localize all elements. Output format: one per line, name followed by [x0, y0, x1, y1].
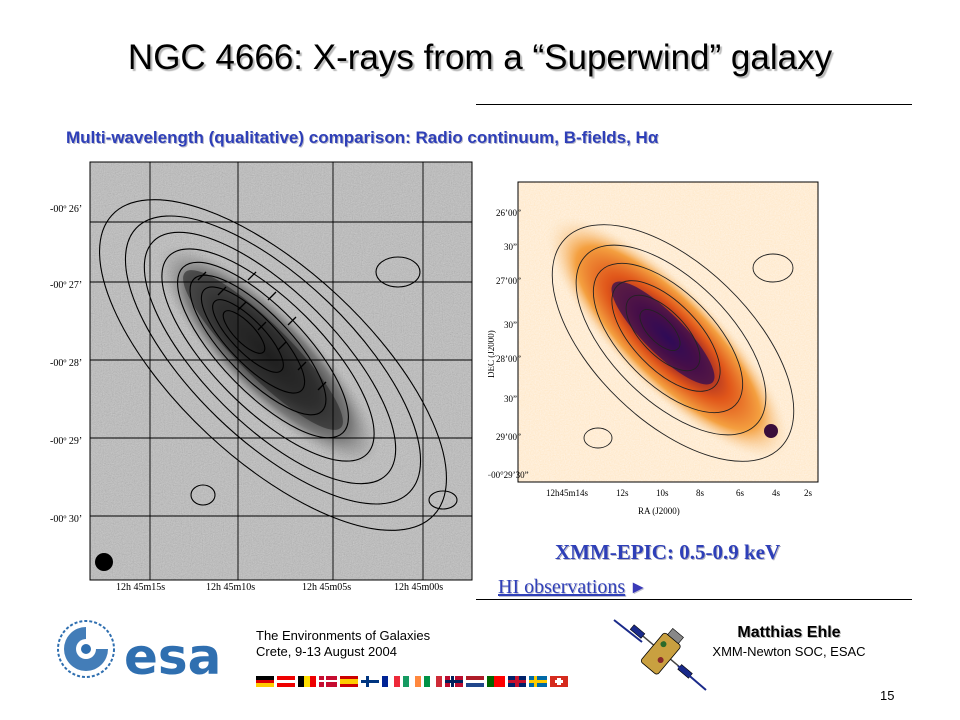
ra-label: 2s — [804, 488, 813, 498]
conference-name: The Environments of Galaxies — [256, 628, 431, 643]
ra-label: 12h 45m00s — [394, 582, 443, 590]
radio-continuum-image: -00º 26’ -00º 27’ -00º 28’ -00º 29’ -00º… — [50, 161, 473, 590]
flag-icon — [403, 676, 421, 687]
epic-energy-label: XMM-EPIC: 0.5-0.9 keV — [555, 540, 781, 564]
flag-icon — [487, 676, 505, 687]
esa-wordmark: esa — [124, 628, 221, 680]
footer-divider — [476, 599, 912, 600]
flag-icon — [445, 676, 463, 687]
xmm-satellite-icon — [613, 619, 707, 691]
y-axis-title: DEC (J2000) — [488, 330, 496, 378]
x-axis-title: RA (J2000) — [638, 506, 680, 516]
flag-icon — [466, 676, 484, 688]
h-alpha-symbol: α — [647, 128, 659, 147]
member-state-flags — [256, 676, 568, 688]
dec-label: 29’00” — [496, 432, 521, 442]
page-number: 15 — [880, 688, 895, 703]
ra-label: 6s — [736, 488, 745, 498]
flag-icon — [319, 676, 337, 687]
ra-label: 4s — [772, 488, 781, 498]
xmm-epic-image: 26’00” 30” 27’00” 30” 28’00” 30” 29’00” … — [488, 181, 819, 516]
author-block: Matthias Ehle XMM-Newton SOC, ESAC — [694, 624, 884, 659]
dec-label: -00º 30’ — [50, 514, 82, 525]
flag-icon — [424, 676, 442, 687]
hi-link-text[interactable]: HI observations — [498, 576, 626, 598]
ra-label: 8s — [696, 488, 705, 498]
dec-label: 26’00” — [496, 208, 521, 218]
flag-icon — [298, 676, 316, 687]
ra-label: 12h 45m15s — [116, 582, 165, 590]
play-arrow-icon[interactable]: ► — [629, 577, 648, 597]
ra-label: 12s — [616, 488, 629, 498]
ra-label: 12h 45m05s — [302, 582, 351, 590]
dec-label: -00º 29’ — [50, 436, 82, 447]
slide-subtitle: Multi-wavelength (qualitative) compariso… — [66, 128, 658, 148]
conference-location-date: Crete, 9-13 August 2004 — [256, 644, 397, 659]
dec-label: 30” — [504, 242, 517, 252]
author-name: Matthias Ehle — [737, 624, 841, 641]
slide-title: NGC 4666: X-rays from a “Superwind” gala… — [127, 38, 833, 77]
dec-label: -00º 27’ — [50, 280, 82, 291]
flag-icon — [340, 676, 358, 687]
flag-icon — [361, 676, 379, 687]
dec-label: 27’00” — [496, 276, 521, 286]
flag-icon — [529, 676, 547, 687]
dec-label: 30” — [504, 394, 517, 404]
ra-label: 12h 45m10s — [206, 582, 255, 590]
author-affiliation: XMM-Newton SOC, ESAC — [712, 644, 866, 659]
hi-observations-link[interactable]: HI observations ► — [498, 576, 647, 599]
subtitle-text: Multi-wavelength (qualitative) compariso… — [66, 128, 648, 147]
flag-icon — [508, 676, 526, 687]
ra-label: 12h45m14s — [546, 488, 589, 498]
dec-label: -00º 26’ — [50, 204, 82, 215]
ra-label: 10s — [656, 488, 669, 498]
flag-icon — [382, 676, 400, 687]
title-divider — [476, 104, 912, 105]
dec-label: 30” — [504, 320, 517, 330]
flag-icon — [550, 676, 568, 687]
dec-label: −00°29’30” — [488, 470, 529, 480]
flag-icon — [277, 676, 295, 688]
flag-icon — [256, 676, 274, 688]
dec-label: 28’00” — [496, 354, 521, 364]
conference-info: The Environments of Galaxies Crete, 9-13… — [256, 628, 430, 660]
dec-label: -00º 28’ — [50, 358, 82, 369]
esa-logo: esa — [57, 620, 221, 680]
